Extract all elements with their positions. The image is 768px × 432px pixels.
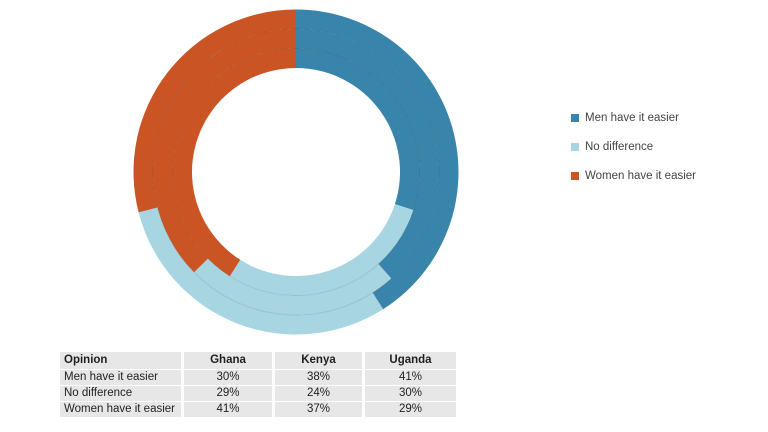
table-header-kenya: Kenya	[275, 352, 362, 369]
table-cell-row-label: No difference	[60, 386, 181, 401]
table-cell: 29%	[365, 402, 456, 417]
ring-separator	[172, 48, 420, 296]
table-cell: 30%	[184, 370, 272, 385]
ring-kenya-segment-2	[152, 29, 296, 273]
data-table: Opinion Ghana Kenya Uganda Men have it e…	[60, 352, 456, 417]
ring-uganda-segment-1	[138, 207, 384, 335]
legend-label: No difference	[585, 141, 654, 153]
table-cell: 41%	[365, 370, 456, 385]
ring-ghana-segment-1	[229, 204, 414, 296]
chart-legend: Men have it easier No difference Women h…	[571, 112, 696, 182]
table-cell: 41%	[184, 402, 272, 417]
legend-swatch-women-icon	[571, 172, 579, 180]
table-cell: 38%	[275, 370, 362, 385]
legend-swatch-men-icon	[571, 114, 579, 122]
legend-swatch-no-difference-icon	[571, 143, 579, 151]
ring-uganda-segment-2	[133, 9, 296, 213]
legend-item-men-have-it-easier: Men have it easier	[571, 112, 696, 124]
legend-item-women-have-it-easier: Women have it easier	[571, 170, 696, 182]
table-header-opinion: Opinion	[60, 352, 181, 369]
ring-ghana-segment-2	[172, 48, 296, 277]
ring-separator	[152, 28, 440, 316]
table-cell-row-label: Men have it easier	[60, 370, 181, 385]
table-header-ghana: Ghana	[184, 352, 272, 369]
table-cell: 29%	[184, 386, 272, 401]
ring-kenya-segment-0	[296, 29, 439, 279]
table-cell: 30%	[365, 386, 456, 401]
table-cell-row-label: Women have it easier	[60, 402, 181, 417]
table-header-uganda: Uganda	[365, 352, 456, 369]
ring-kenya-segment-1	[194, 258, 392, 316]
ring-uganda-segment-0	[296, 9, 459, 310]
table-cell: 37%	[275, 402, 362, 417]
ring-ghana-segment-0	[296, 48, 420, 211]
table-cell: 24%	[275, 386, 362, 401]
legend-item-no-difference: No difference	[571, 141, 696, 153]
legend-label: Men have it easier	[585, 112, 679, 124]
legend-label: Women have it easier	[585, 170, 697, 182]
